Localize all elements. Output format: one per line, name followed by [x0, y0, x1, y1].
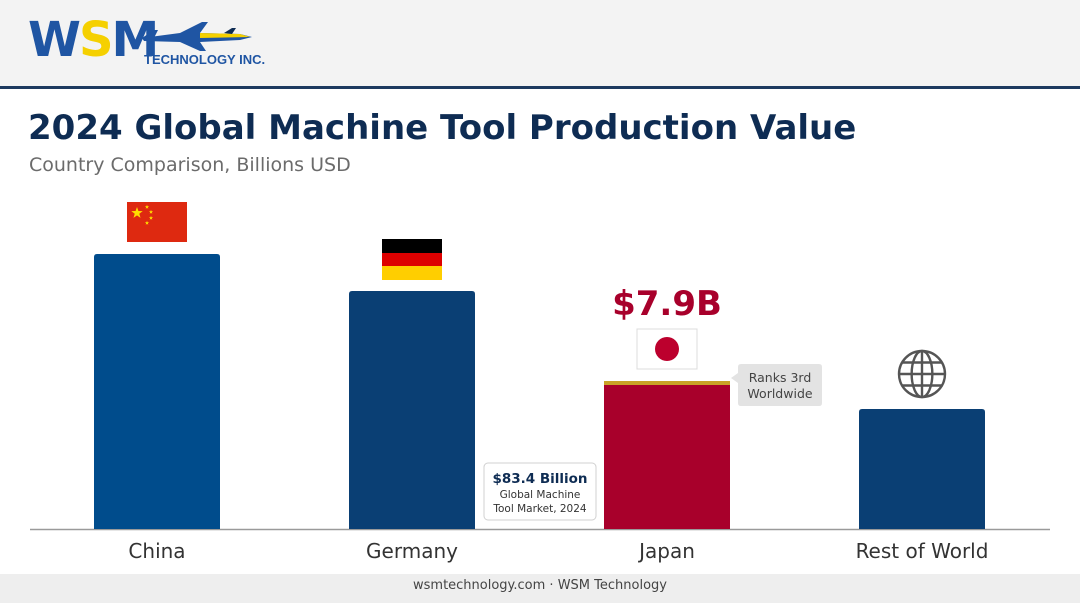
market-note-line: Tool Market, 2024: [492, 503, 587, 515]
bar-chart: China Germany Japan Rest of World $7.9B Ranks…: [30, 202, 1050, 563]
x-tick-label: Japan: [637, 539, 695, 563]
germany-flag-icon: [382, 239, 442, 253]
rank-callout: [731, 364, 822, 406]
china-flag-icon: [127, 202, 187, 242]
market-note-line: Global Machine: [500, 489, 581, 501]
flag-disc: [655, 337, 679, 361]
flag-star: [148, 215, 154, 220]
logo-wordmark: WSM: [28, 12, 159, 68]
japan-value-label: $7.9B: [612, 284, 722, 324]
footer-bar: [0, 574, 1080, 603]
x-tick-label: Rest of World: [856, 539, 989, 563]
jet-icon: [142, 22, 252, 51]
bar-germany: [349, 291, 475, 529]
bar-highlight-edge: [604, 381, 730, 385]
bar-rest-of-world: [859, 409, 985, 529]
flag-stripe: [382, 253, 442, 266]
bar-japan: [604, 381, 730, 529]
chart-subtitle: Country Comparison, Billions USD: [29, 154, 351, 176]
x-tick-label: China: [128, 539, 185, 563]
bar-china: [94, 254, 220, 529]
company-name: TECHNOLOGY INC.: [144, 52, 266, 67]
footer-text: wsmtechnology.com · WSM Technology: [413, 578, 667, 593]
rank-callout-line: Worldwide: [747, 386, 812, 401]
market-total-label: $83.4 Billion: [492, 471, 587, 487]
flag-star: [131, 207, 143, 218]
flag-star: [144, 204, 150, 209]
company-logo[interactable]: WSM TECHNOLOGY INC.: [28, 12, 268, 74]
chart-title: 2024 Global Machine Tool Production Valu…: [28, 108, 857, 148]
flag-star: [148, 209, 154, 214]
rank-callout-line: Ranks 3rd: [749, 370, 812, 385]
flag-star: [144, 220, 150, 225]
header-divider: [0, 86, 1080, 89]
header-bar: [0, 0, 1080, 86]
x-tick-label: Germany: [366, 539, 458, 563]
flag-stripe: [382, 266, 442, 280]
market-callout: [483, 462, 597, 521]
